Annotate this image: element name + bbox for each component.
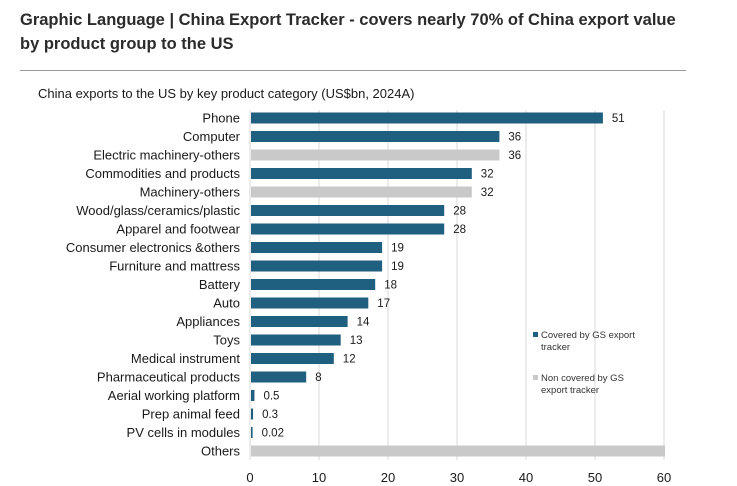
value-label: 19 [391, 261, 404, 273]
category-label: Apparel and footwear [116, 222, 240, 237]
category-label: Furniture and mattress [109, 259, 240, 274]
bar [251, 223, 445, 235]
bar [251, 445, 665, 457]
category-label: Aerial working platform [108, 388, 240, 403]
x-tick-label: 60 [657, 470, 671, 485]
value-label: 0.02 [262, 428, 284, 440]
header-divider [20, 70, 686, 71]
category-label: Electric machinery-others [93, 148, 240, 163]
bar [251, 242, 383, 253]
headline-line-1: Graphic Language | China Export Tracker … [20, 11, 676, 29]
value-label: 12 [343, 354, 356, 366]
bar [251, 390, 255, 401]
category-label: Consumer electronics &others [66, 240, 241, 255]
legend-label: export tracker [541, 385, 599, 396]
bar [251, 149, 500, 161]
bar [251, 279, 376, 290]
value-label: 32 [481, 187, 494, 199]
bar [251, 168, 472, 179]
bars [251, 112, 665, 457]
value-label: 36 [508, 132, 521, 144]
bar [251, 131, 500, 142]
x-tick-label: 10 [312, 470, 326, 485]
x-tick-label: 20 [381, 470, 395, 485]
value-label: 28 [453, 206, 466, 218]
bar [251, 334, 341, 346]
value-label: 14 [357, 317, 370, 329]
value-label: 17 [377, 298, 390, 310]
bar [251, 186, 472, 198]
legend-label: Non covered by GS [541, 373, 624, 384]
category-label: PV cells in modules [127, 425, 241, 440]
bar [251, 205, 445, 216]
category-label: Battery [199, 277, 241, 292]
category-label: Machinery-others [140, 185, 241, 200]
bar [251, 371, 307, 383]
category-label: Wood/glass/ceramics/plastic [76, 203, 240, 218]
value-label: 51 [612, 113, 625, 125]
value-label: 0.5 [263, 391, 279, 403]
x-tick-label: 50 [588, 470, 602, 485]
value-label: 8 [315, 372, 321, 384]
headline-line-2: by product group to the US [20, 35, 234, 53]
legend-label: tracker [541, 342, 570, 353]
x-tick-label: 40 [519, 470, 533, 485]
legend-label: Covered by GS export [541, 330, 635, 341]
value-label: 0.3 [262, 409, 278, 421]
chart-title: China exports to the US by key product c… [38, 86, 414, 101]
x-tick-label: 30 [450, 470, 464, 485]
x-tick-label: 0 [246, 470, 253, 485]
value-label: 28 [453, 224, 466, 236]
category-label: Pharmaceutical products [97, 370, 241, 385]
category-label: Computer [183, 129, 241, 144]
category-label: Prep animal feed [142, 407, 240, 422]
legend-swatch [533, 375, 538, 380]
category-label: Others [201, 444, 241, 459]
category-label: Medical instrument [131, 351, 240, 366]
x-axis-ticks: 0 10 20 30 40 50 60 [246, 470, 671, 485]
bar [251, 427, 253, 438]
bar [251, 297, 369, 309]
legend-swatch [533, 332, 538, 337]
value-label: 13 [350, 335, 363, 347]
category-label: Appliances [176, 314, 240, 329]
category-label: Auto [213, 296, 240, 311]
value-label: 36 [508, 150, 521, 162]
bar [251, 316, 348, 327]
value-label: 18 [384, 280, 397, 292]
bar [251, 112, 603, 124]
page-headline: Graphic Language | China Export Tracker … [20, 8, 710, 56]
value-label: 32 [481, 169, 494, 181]
category-label: Toys [213, 333, 240, 348]
category-labels: Phone Computer Electric machinery-others Co… [66, 111, 241, 459]
value-labels: 51 36 36 32 32 28 28 19 19 18 17 14 13 12 8 0.5 0.3 0.02 [262, 113, 625, 440]
category-label: Commodities and products [85, 166, 240, 181]
value-label: 19 [391, 243, 404, 255]
bar [251, 353, 334, 364]
bar [251, 260, 383, 272]
category-label: Phone [202, 111, 240, 126]
bar [251, 408, 254, 420]
